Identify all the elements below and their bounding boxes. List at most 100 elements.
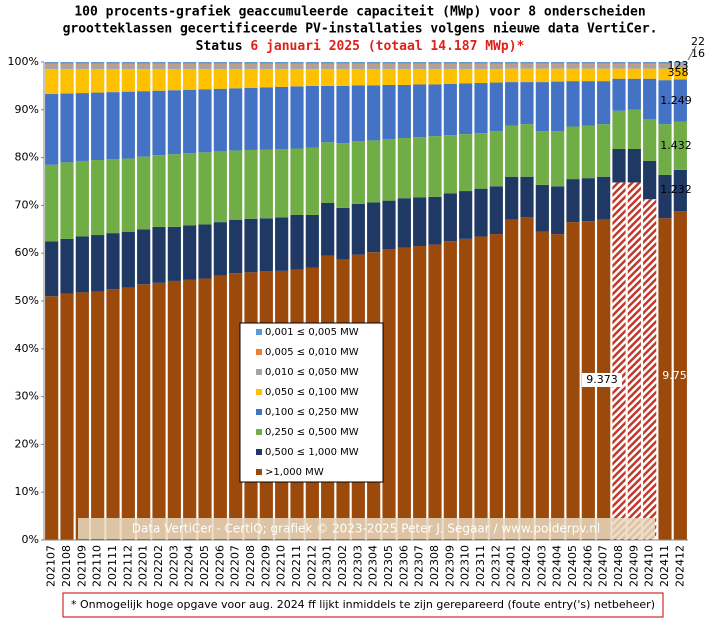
bar-segment (183, 153, 197, 226)
bar-segment (474, 63, 488, 65)
bar-segment (673, 169, 687, 212)
bar-segment (627, 68, 641, 79)
bar-segment (198, 63, 212, 65)
bar-segment (229, 63, 243, 65)
bar-segment (45, 62, 59, 64)
bar-segment (566, 64, 580, 69)
bar-segment (106, 289, 120, 540)
bar-segment (305, 64, 319, 70)
bar-segment (213, 275, 227, 540)
bar-segment (137, 229, 151, 285)
bar-segment (259, 64, 273, 70)
x-tick-label: 202208 (244, 545, 257, 587)
bar-segment (627, 64, 641, 69)
annotation: 358 (668, 66, 689, 79)
bar-segment (198, 62, 212, 64)
bar-segment (121, 69, 135, 92)
bar-segment (244, 63, 258, 65)
bar-segment (443, 69, 457, 84)
x-tick-label: 202210 (275, 545, 288, 587)
bar-segment (397, 69, 411, 85)
bar-segment (489, 64, 503, 70)
bar-segment (551, 68, 565, 82)
bar-segment (597, 63, 611, 65)
bar-segment (305, 63, 319, 65)
bar-segment (229, 64, 243, 70)
bar-segment (321, 69, 335, 86)
bar-segment (658, 68, 672, 81)
legend-label: >1,000 MW (265, 467, 324, 478)
bar-segment (413, 69, 427, 85)
status-label: Status (196, 39, 243, 54)
bar-segment (60, 69, 74, 94)
bar-segment (443, 83, 457, 136)
bar-segment (75, 64, 89, 70)
x-tick-label: 202403 (535, 545, 548, 587)
chart-title: 100 procents-grafiek geaccumuleerde capa… (74, 5, 645, 20)
bar-segment (551, 64, 565, 69)
bar-segment (612, 63, 626, 65)
bar-segment (566, 126, 580, 180)
bar-segment (581, 64, 595, 69)
bar-segment (382, 249, 396, 540)
x-tick-label: 202306 (397, 545, 410, 587)
x-tick-label: 202109 (75, 545, 88, 587)
footnote: * Onmogelijk hoge opgave voor aug. 2024 … (71, 598, 655, 611)
bar-segment (305, 147, 319, 215)
bar-segment (275, 86, 289, 149)
annotation: 22 (691, 35, 705, 48)
y-tick-label: 70% (15, 198, 39, 211)
bar-segment (459, 134, 473, 192)
bar-segment (121, 62, 135, 64)
bar-segment (413, 62, 427, 64)
bar-segment (474, 188, 488, 237)
bar-segment (382, 62, 396, 64)
bar-segment (213, 69, 227, 89)
bar-segment (520, 124, 534, 177)
bar-segment (106, 92, 120, 160)
bar-segment (397, 84, 411, 139)
bar-segment (597, 64, 611, 69)
bar-segment (535, 231, 549, 540)
bar-segment (244, 64, 258, 70)
bar-segment (658, 218, 672, 540)
bar-segment (167, 226, 181, 281)
bar-segment (443, 62, 457, 64)
y-tick-label: 100% (8, 55, 39, 68)
bar-segment (413, 84, 427, 138)
bar-segment (45, 94, 59, 165)
bar-segment (397, 62, 411, 64)
bar-segment (520, 176, 534, 218)
bar-segment (91, 62, 105, 64)
annotation: 16 (691, 47, 705, 60)
bar-segment (106, 63, 120, 65)
y-tick-label: 10% (15, 485, 39, 498)
y-tick-label: 40% (15, 342, 39, 355)
bar-segment (474, 62, 488, 64)
bar-segment (60, 63, 74, 65)
chart-subtitle: Status 6 januari 2025 (totaal 14.187 MWp… (196, 39, 525, 54)
x-tick-label: 202411 (658, 545, 671, 587)
bar-segment (213, 64, 227, 70)
bar-segment (167, 63, 181, 65)
bar-segment (121, 91, 135, 159)
bar-segment (290, 86, 304, 149)
bar-segment (535, 184, 549, 232)
bar-segment (489, 234, 503, 540)
legend-label: 0,100 ≤ 0,250 MW (265, 407, 359, 418)
bar-segment (612, 110, 626, 149)
bar-segment (459, 62, 473, 64)
bar-segment (566, 179, 580, 223)
bar-segment (321, 203, 335, 256)
bar-segment (121, 158, 135, 232)
legend-swatch (256, 389, 262, 395)
bar-segment (213, 222, 227, 276)
bar-segment (474, 64, 488, 70)
x-tick-label: 202207 (229, 545, 242, 587)
bar-segment (520, 82, 534, 125)
bar-segment (198, 64, 212, 70)
bar-segment (505, 82, 519, 126)
bar-segment (627, 109, 641, 149)
bar-segment (367, 64, 381, 70)
